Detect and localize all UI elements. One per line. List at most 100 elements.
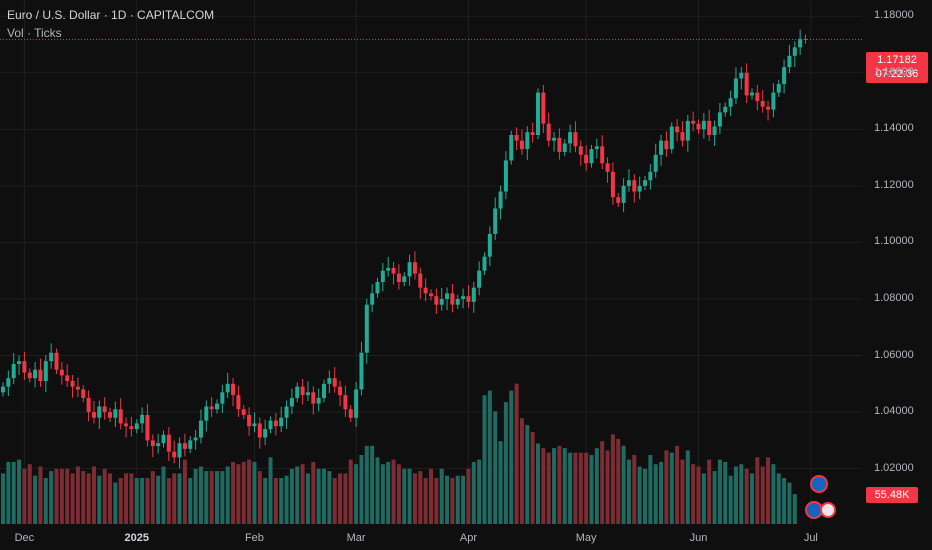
candle-body: [91, 412, 96, 418]
candle-body: [354, 389, 359, 418]
candle-body: [322, 383, 326, 398]
time-tick-label: Jun: [689, 532, 708, 544]
candle-body: [803, 38, 808, 40]
volume-bar: [348, 459, 353, 524]
volume-bar: [161, 466, 166, 524]
volume-bar: [102, 468, 107, 524]
volume-bar: [487, 390, 492, 524]
candle-body: [75, 386, 80, 390]
candle-body: [182, 443, 187, 449]
candle-body: [59, 369, 64, 376]
volume-bar: [236, 464, 241, 524]
candle-body: [231, 383, 236, 396]
volume-bar: [65, 468, 70, 524]
candle-body: [140, 414, 145, 424]
candle-body: [70, 381, 75, 387]
volume-bar: [391, 459, 396, 524]
volume-bar: [364, 445, 369, 524]
volume-bar: [568, 452, 573, 524]
volume-bar: [75, 466, 80, 524]
price-tick-label: 1.04000: [874, 405, 914, 418]
candle-body: [241, 409, 246, 415]
volume-bar: [220, 471, 225, 524]
time-tick-label: Feb: [244, 532, 264, 544]
volume-bar: [38, 466, 43, 524]
candle-body: [733, 78, 738, 99]
volume-bar: [626, 459, 631, 524]
volume-bar: [766, 457, 771, 524]
volume-bar: [327, 471, 332, 524]
candle-body: [156, 443, 161, 447]
volume-bar: [407, 468, 412, 524]
candle-body: [402, 276, 407, 283]
candle-body: [439, 299, 444, 305]
volume-bars: [1, 383, 797, 524]
candle-body: [129, 426, 134, 430]
volume-bar: [439, 468, 444, 524]
price-tick-label: 1.02000: [874, 461, 914, 474]
volume-bar: [49, 471, 54, 524]
volume-bar: [124, 473, 129, 524]
candle-body: [600, 146, 605, 164]
volume-bar: [610, 434, 615, 524]
volume-bar: [140, 478, 145, 524]
time-tick-label: May: [575, 532, 597, 544]
candle-body: [188, 440, 193, 449]
volume-bar: [621, 445, 626, 524]
candle-body: [295, 386, 300, 398]
volume-bar: [423, 478, 428, 524]
chart-title[interactable]: Euro / U.S. Dollar · 1D · CAPITALCOM: [7, 8, 215, 22]
volume-bar: [461, 475, 466, 524]
candle-body: [455, 299, 460, 305]
volume-bar: [305, 473, 310, 524]
volume-bar: [632, 455, 637, 524]
volume-bar: [696, 466, 701, 524]
volume-bar: [573, 452, 578, 524]
candle-body: [150, 440, 155, 447]
candle-body: [519, 140, 524, 150]
indicator-label[interactable]: Vol · Ticks: [7, 26, 62, 40]
candle-body: [712, 126, 717, 135]
candle-body: [327, 378, 332, 384]
last-price-badge: 1.17182 07:22:36: [866, 52, 928, 83]
candle-body: [723, 106, 728, 113]
candle-body: [728, 98, 733, 107]
candle-body: [220, 392, 225, 404]
volume-bar: [429, 468, 433, 524]
volume-bar: [257, 471, 262, 524]
volume-bar: [498, 441, 503, 524]
candle-body: [225, 383, 230, 393]
event-marker-eu[interactable]: [810, 475, 828, 493]
volume-bar: [787, 482, 792, 524]
volume-bar: [776, 473, 781, 524]
event-marker-eu-2[interactable]: [805, 501, 823, 519]
candle-body: [461, 296, 466, 299]
candle-body: [423, 287, 428, 294]
candle-body: [113, 409, 118, 418]
volume-bar: [108, 473, 112, 524]
volume-bar: [600, 441, 605, 524]
candle-body: [445, 293, 450, 299]
volume-bar: [536, 443, 540, 524]
candle-body: [370, 293, 375, 305]
candle-body: [204, 406, 209, 421]
candle-body: [792, 47, 797, 56]
candle-body: [86, 397, 91, 413]
volume-bar: [519, 418, 524, 524]
candle-body: [701, 120, 706, 130]
candle-body: [664, 140, 669, 150]
volume-bar: [370, 445, 375, 524]
volume-bar: [1, 473, 5, 524]
candle-body: [675, 126, 680, 133]
volume-bar: [150, 471, 155, 524]
candle-body: [27, 372, 32, 379]
event-markers[interactable]: [805, 475, 836, 519]
volume-bar: [701, 473, 706, 524]
candle-body: [43, 361, 48, 381]
price-tick-label: 1.18000: [874, 9, 914, 22]
candle-body: [552, 137, 557, 141]
event-marker-us[interactable]: [820, 502, 836, 518]
candle-body: [782, 67, 787, 85]
candle-body: [268, 420, 273, 430]
